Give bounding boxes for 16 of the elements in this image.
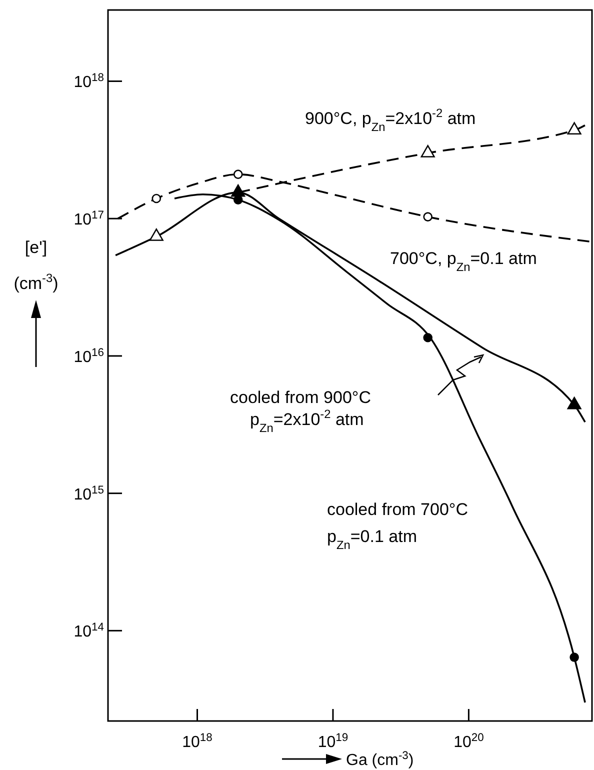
y-tick-label: 10$^{16}$	[74, 346, 104, 366]
x-axis-title: Ga (cm$^{-3}$)	[346, 750, 414, 769]
x-tick-label: 10$^{18}$	[182, 732, 212, 751]
y-tick-label: 10$^{17}$	[74, 210, 104, 229]
y-tick-label: 10$^{14}$	[74, 622, 104, 641]
x-tick-label: 10$^{20}$	[454, 732, 484, 751]
annotation: cooled from 700°C	[327, 500, 468, 519]
annotation: cooled from 900°C	[230, 388, 371, 407]
annotation: p$_{Zn}$=2x10$^{-2}$ atm	[250, 407, 364, 435]
x-tick-label: 10$^{19}$	[318, 732, 348, 751]
annotation: 900°C, p$_{Zn}$=2x10$^{-2}$ atm	[305, 106, 476, 134]
annotation: p$_{Zn}$=0.1 atm	[327, 527, 417, 552]
y-tick-label: 10$^{15}$	[74, 484, 104, 504]
y-axis-title: [e'] (cm$^{-3}$)	[14, 238, 58, 293]
y-tick-label: 10$^{18}$	[74, 72, 104, 92]
annotation: 700°C, p$_{Zn}$=0.1 atm	[390, 249, 537, 274]
